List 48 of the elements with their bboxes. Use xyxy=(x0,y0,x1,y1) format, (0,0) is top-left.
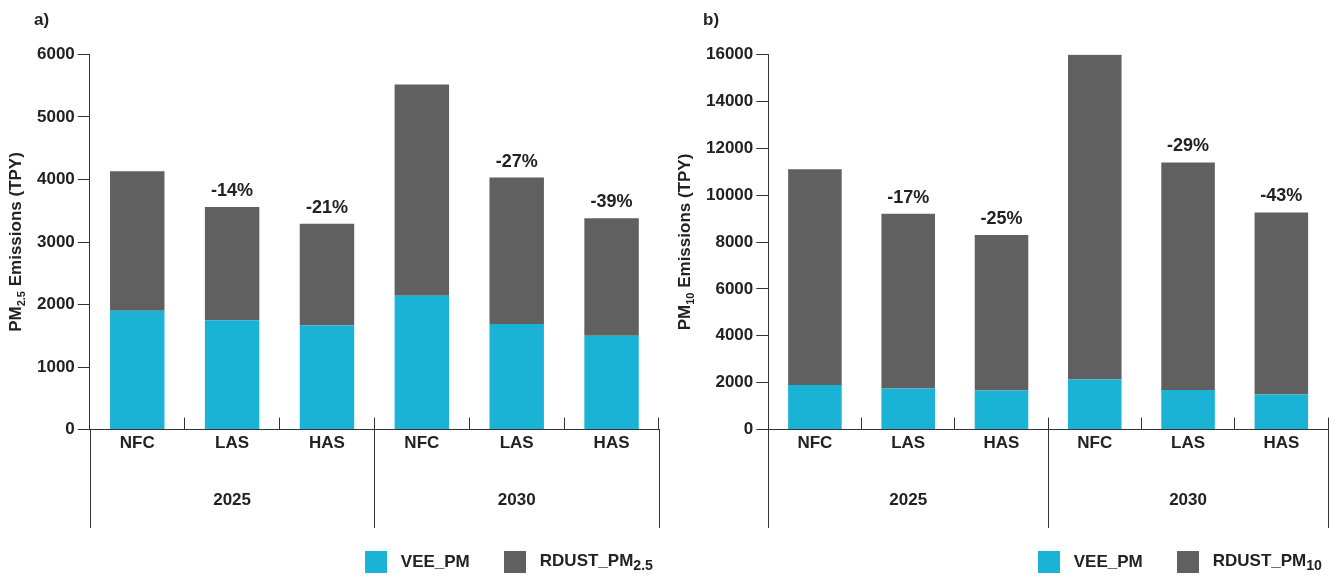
x-tick-label: HAS xyxy=(983,433,1020,453)
annotation: -29% xyxy=(1167,135,1210,156)
x-tick-label: LAS xyxy=(215,433,250,453)
y-tick-label: 4000 xyxy=(715,325,754,345)
annotation: -39% xyxy=(590,191,633,212)
text: 2030 xyxy=(497,489,536,509)
y-tick-label: 8000 xyxy=(715,231,754,251)
text: 2025 xyxy=(889,489,928,509)
chart-title: a) xyxy=(34,9,50,29)
y-tick-label: 2000 xyxy=(36,294,75,314)
annotation: -14% xyxy=(211,179,254,200)
x-tick-label: HAS xyxy=(1263,433,1300,453)
y-tick-label: 3000 xyxy=(36,231,75,251)
x-tick-label: NFC xyxy=(797,433,833,453)
text: 2025 xyxy=(213,489,252,509)
y-tick-label: 0 xyxy=(743,419,754,439)
y-tick-label: 2000 xyxy=(715,372,754,392)
annotation: -27% xyxy=(495,150,538,171)
y-tick-label: 14000 xyxy=(705,90,754,110)
x-tick-label: LAS xyxy=(1171,433,1206,453)
legend-label: VEE_PM xyxy=(400,551,470,572)
x-tick-label: NFC xyxy=(119,433,155,453)
y-axis-title: PM2.5 Emissions (TPY) xyxy=(5,152,27,332)
y-tick-label: 0 xyxy=(65,419,75,439)
x-tick-label: HAS xyxy=(593,433,630,453)
y-axis-title: PM10 Emissions (TPY) xyxy=(674,153,696,331)
legend-label: RDUST_PM$_{10}$ xyxy=(1212,550,1322,573)
annotation: -21% xyxy=(305,196,348,217)
chart-title: b) xyxy=(703,9,720,29)
x-tick-label: HAS xyxy=(309,433,345,453)
y-tick-label: 6000 xyxy=(36,44,75,64)
y-tick-label: 10000 xyxy=(705,184,754,204)
y-tick-label: 4000 xyxy=(36,169,75,189)
y-tick-label: 5000 xyxy=(36,106,75,126)
y-tick-label: 6000 xyxy=(715,278,754,298)
annotation: -17% xyxy=(887,186,930,207)
text: 2030 xyxy=(1169,489,1207,509)
x-tick-label: LAS xyxy=(499,433,534,453)
x-tick-label: NFC xyxy=(1077,433,1113,453)
annotation: -43% xyxy=(1260,185,1303,206)
x-tick-label: LAS xyxy=(891,433,926,453)
y-tick-label: 12000 xyxy=(705,137,754,157)
x-tick-label: NFC xyxy=(404,433,440,453)
annotation: -25% xyxy=(980,207,1023,228)
legend-label: RDUST_PM$_{2.5}$ xyxy=(539,550,653,573)
y-tick-label: 16000 xyxy=(705,44,754,64)
y-tick-label: 1000 xyxy=(36,356,75,376)
legend-label: VEE_PM xyxy=(1073,551,1143,572)
